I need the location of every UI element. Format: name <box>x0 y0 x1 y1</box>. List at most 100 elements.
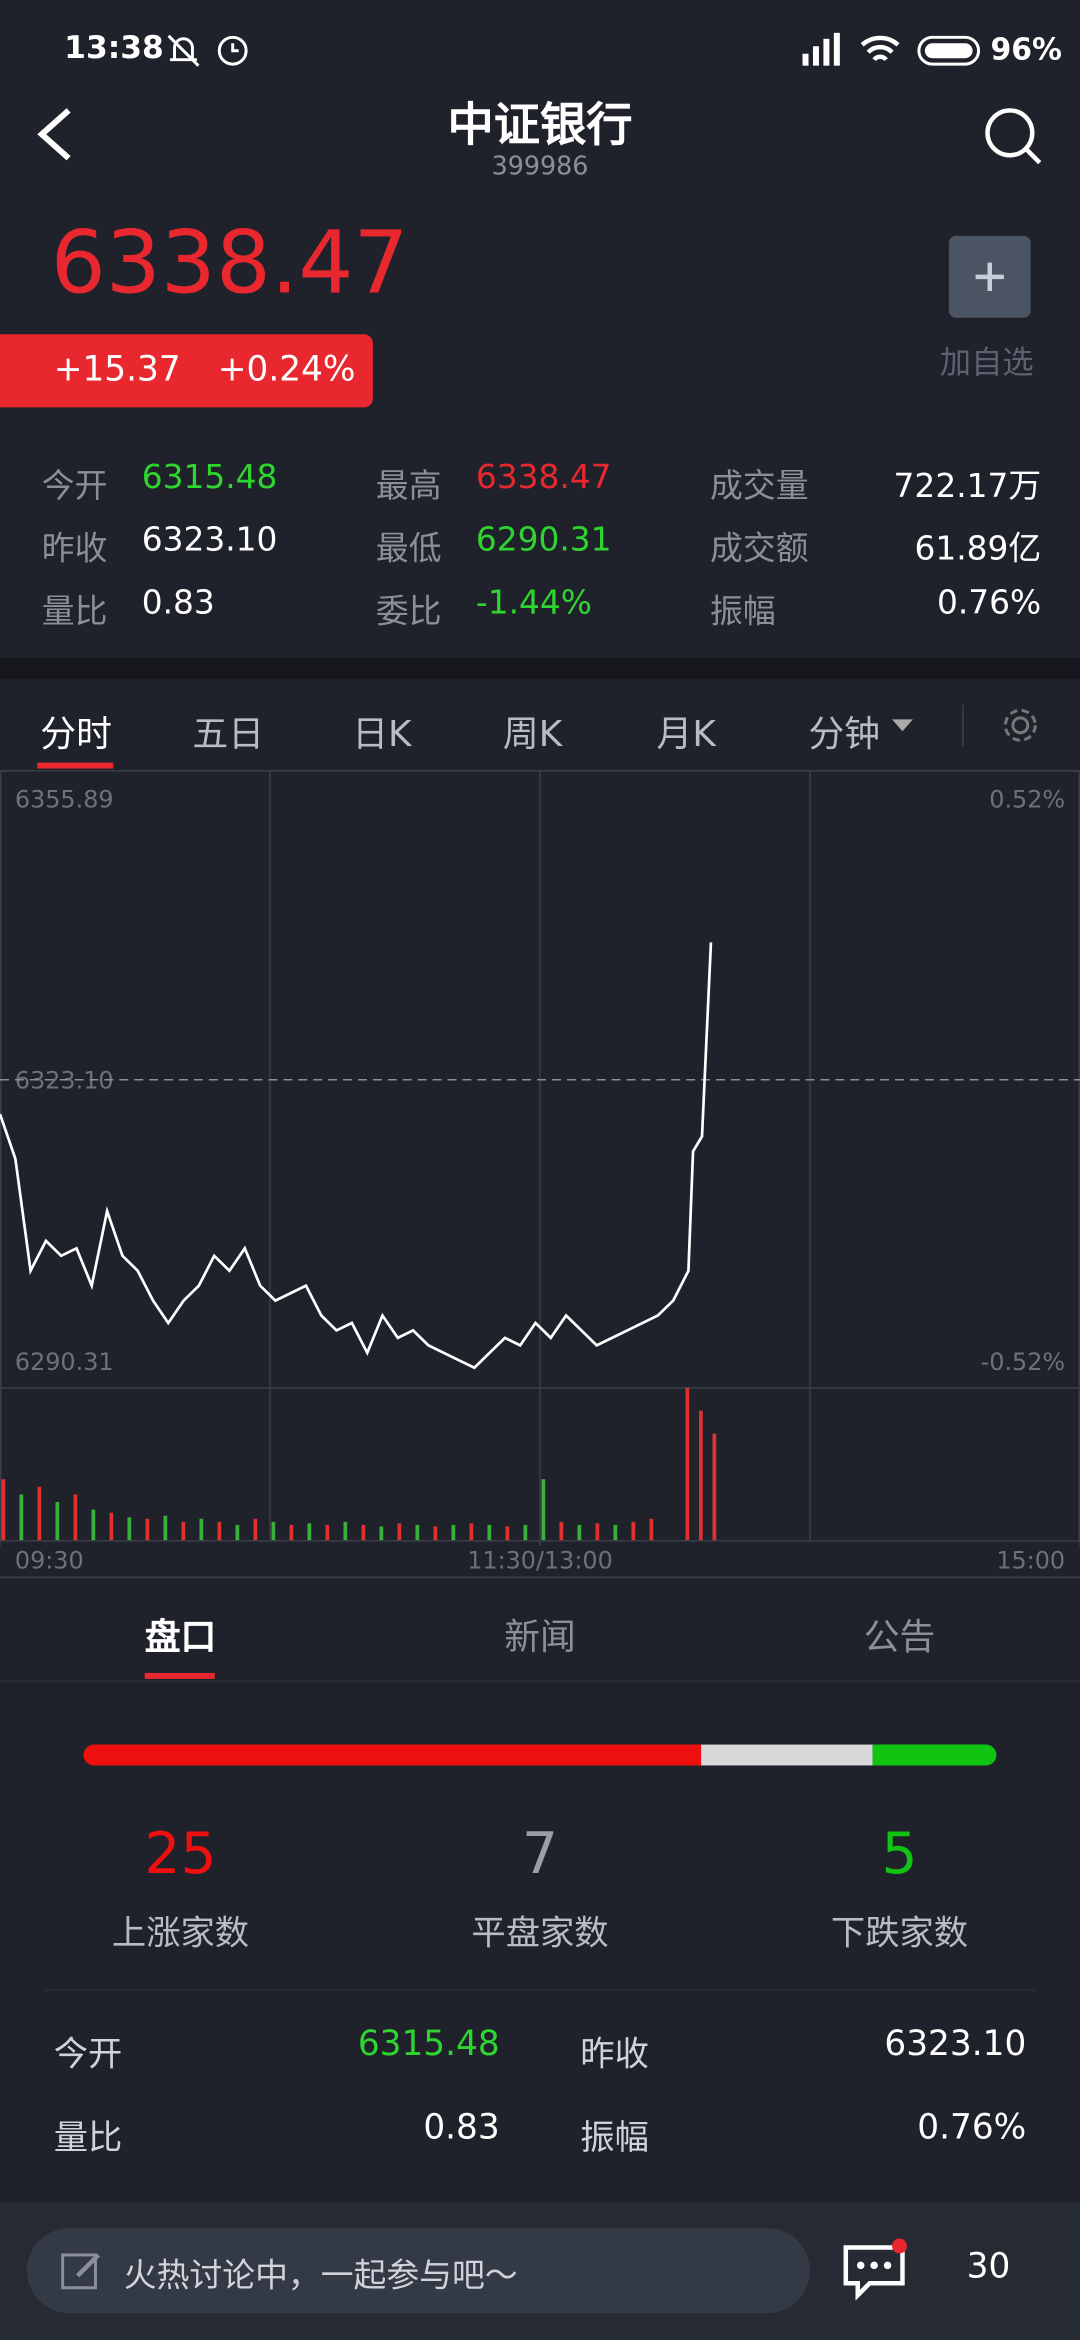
sub-tab[interactable]: 盘口 <box>144 1616 217 1659</box>
sub-tab-underline <box>144 1672 215 1679</box>
stat-label: 量比 <box>41 593 108 632</box>
stat-value: 0.83 <box>141 585 215 623</box>
comment-count: 30 <box>966 2247 1011 2287</box>
volume-bar <box>325 1524 330 1541</box>
detail-value: 6315.48 <box>357 2025 500 2064</box>
y-tick-label: 6290.31 <box>15 1348 114 1376</box>
detail-label: 振幅 <box>580 2119 649 2158</box>
breadth-segment <box>873 1744 997 1766</box>
volume-bar <box>433 1526 438 1541</box>
volume-bar <box>487 1524 492 1541</box>
volume-bar <box>505 1526 510 1541</box>
y2-tick-label: -0.52% <box>981 1348 1065 1376</box>
tab-underline <box>37 762 114 769</box>
comment-input[interactable] <box>26 2228 810 2314</box>
stat-label: 成交额 <box>710 531 809 569</box>
volume-bar <box>235 1524 240 1541</box>
volume-bar <box>91 1509 96 1541</box>
stat-label: 最高 <box>375 468 442 506</box>
tab[interactable]: 日K <box>352 713 412 756</box>
breadth-label: 下跌家数 <box>830 1914 969 1954</box>
volume-bar <box>397 1523 402 1541</box>
x-tick-label: 09:30 <box>15 1546 84 1574</box>
back-button[interactable] <box>33 104 78 164</box>
stat-label: 委比 <box>375 593 442 632</box>
volume-bar <box>343 1521 348 1541</box>
volume-bar <box>271 1521 276 1541</box>
stat-value: 6290.31 <box>475 522 612 560</box>
tab[interactable]: 分时 <box>40 713 112 756</box>
breadth-label: 上涨家数 <box>111 1914 250 1954</box>
volume-bar <box>649 1518 654 1541</box>
volume-bar <box>307 1523 312 1541</box>
breadth-count: 25 <box>144 1820 217 1887</box>
sub-tab[interactable]: 公告 <box>863 1616 936 1659</box>
breadth-segment <box>700 1744 874 1766</box>
detail-label: 今开 <box>53 2035 123 2075</box>
detail-value: 0.76% <box>917 2108 1027 2148</box>
volume-bar <box>253 1518 258 1541</box>
volume-bar <box>163 1515 168 1541</box>
battery-level: 96% <box>990 31 1062 68</box>
chat-button[interactable] <box>840 2236 912 2302</box>
x-tick-label: 11:30/13:00 <box>467 1546 613 1574</box>
price-line <box>0 942 713 1370</box>
detail-value: 6323.10 <box>884 2025 1027 2064</box>
comment-placeholder: 火热讨论中，一起参与吧～ <box>123 2257 518 2296</box>
change: +15.37 <box>53 350 181 390</box>
stat-value: 722.17万 <box>893 468 1042 506</box>
volume-bar <box>577 1524 582 1541</box>
tab-divider <box>962 704 964 747</box>
volume-bar <box>523 1524 528 1541</box>
stat-label: 成交量 <box>710 468 809 506</box>
volume-bar <box>127 1517 132 1541</box>
tab[interactable]: 周K <box>502 713 563 756</box>
breadth-count: 5 <box>881 1820 918 1887</box>
change-badge <box>0 334 373 408</box>
stat-value: 0.76% <box>936 585 1042 623</box>
signal-battery <box>802 32 981 66</box>
price: 6338.47 <box>50 211 409 314</box>
title: 中证银行 <box>447 98 633 153</box>
tab[interactable]: 五日 <box>192 713 265 756</box>
volume-bar <box>379 1526 384 1541</box>
volume-bar <box>109 1512 114 1541</box>
volume-bar <box>19 1494 24 1541</box>
volume-bar <box>685 1387 690 1541</box>
separator <box>44 1989 1036 1991</box>
breadth-count: 7 <box>521 1820 559 1887</box>
volume-bar <box>1 1479 6 1541</box>
breadth-segment <box>83 1744 701 1766</box>
volume-bar <box>73 1494 78 1541</box>
watchlist-label: 加自选 <box>939 344 1034 381</box>
sub-tab[interactable]: 新闻 <box>504 1616 576 1659</box>
detail-label: 量比 <box>53 2119 123 2158</box>
tab[interactable]: 分钟 <box>808 713 881 756</box>
stat-label: 最低 <box>375 531 442 569</box>
add-watchlist[interactable] <box>948 235 1031 318</box>
volume-bar <box>361 1524 366 1541</box>
stat-value: 6338.47 <box>475 459 612 497</box>
volume-bar <box>199 1518 204 1541</box>
separator <box>0 1680 1080 1682</box>
volume-bar <box>181 1521 186 1541</box>
divider <box>0 658 1080 680</box>
stat-value: 6315.48 <box>141 459 278 497</box>
y2-tick-label: 0.52% <box>989 785 1065 813</box>
settings-button[interactable] <box>999 704 1041 746</box>
stat-value: 61.89亿 <box>914 531 1042 569</box>
detail-value: 0.83 <box>423 2108 500 2148</box>
volume-bar <box>613 1524 618 1541</box>
detail-label: 昨收 <box>580 2035 649 2075</box>
volume-bar <box>55 1502 60 1541</box>
stat-value: -1.44% <box>475 585 592 623</box>
y-tick-label: 6355.89 <box>15 785 114 813</box>
stat-label: 振幅 <box>710 593 776 632</box>
search-button[interactable] <box>982 104 1045 167</box>
tab[interactable]: 月K <box>656 713 716 756</box>
intraday-chart: 6290.31 6323.10 6355.89 -0.52% 0.52% 09:30 11:… <box>0 770 1080 1579</box>
volume-bar <box>469 1523 474 1541</box>
volume-bar <box>712 1433 717 1541</box>
stat-label: 今开 <box>41 468 108 506</box>
stat-label: 昨收 <box>41 531 108 569</box>
